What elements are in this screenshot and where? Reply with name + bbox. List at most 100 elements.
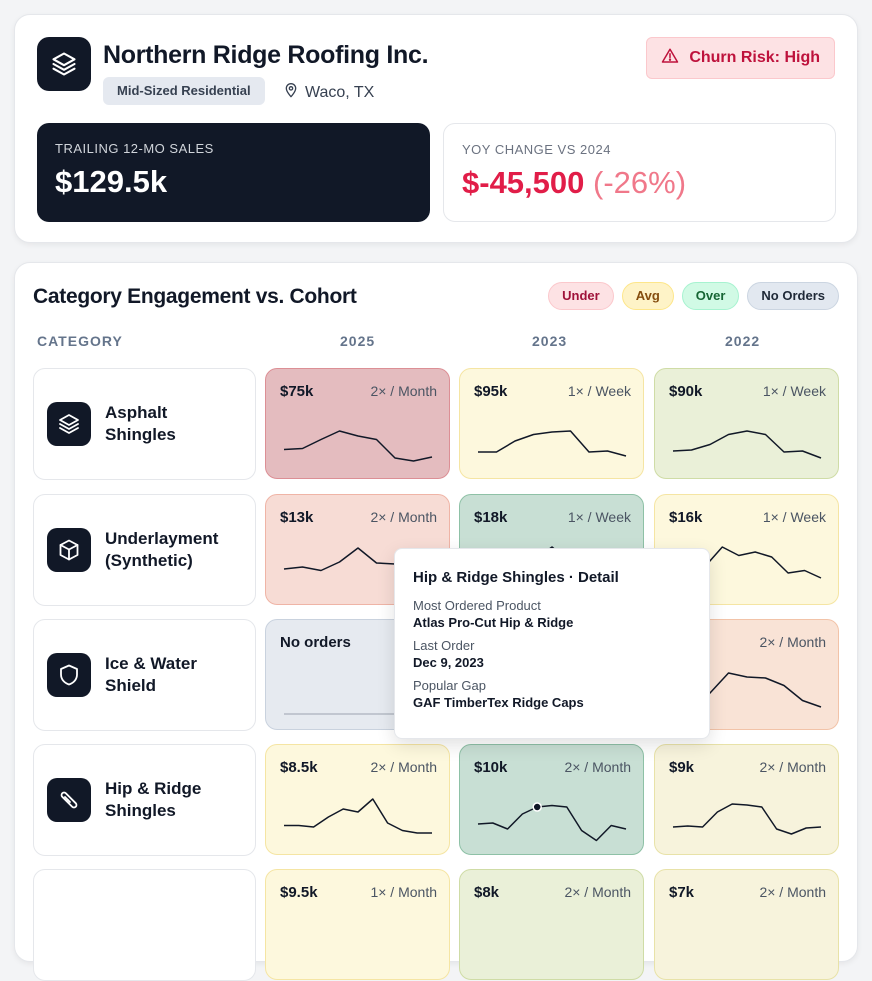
cell-frequency: 2× / Month: [564, 759, 631, 775]
cell-frequency: 2× / Month: [759, 759, 826, 775]
legend-avg[interactable]: Avg: [621, 282, 674, 310]
category-label: Underlayment (Synthetic): [105, 528, 218, 572]
tooltip-gap-label: Popular Gap: [413, 678, 486, 693]
alert-triangle-icon: [661, 47, 679, 70]
yoy-change-label: YOY CHANGE VS 2024: [462, 142, 611, 157]
cell-amount: $75k: [280, 383, 314, 400]
category-row-5[interactable]: [33, 869, 256, 981]
column-header-category: CATEGORY: [37, 333, 123, 349]
cell-amount: $95k: [474, 383, 508, 400]
ttm-sales-label: TRAILING 12-MO SALES: [55, 141, 214, 156]
sparkline-path: [477, 804, 627, 842]
category-label: Ice & Water Shield: [105, 653, 197, 697]
legend-over[interactable]: Over: [681, 282, 740, 310]
matrix-title: Category Engagement vs. Cohort: [33, 285, 357, 308]
cell-amount: $18k: [474, 509, 508, 526]
company-name: Northern Ridge Roofing Inc.: [103, 41, 429, 69]
layers-icon: [37, 37, 91, 91]
sparkline-hover-point: [532, 802, 542, 812]
cell-frequency: 2× / Month: [564, 884, 631, 900]
account-header-card: Northern Ridge Roofing Inc. Mid-Sized Re…: [14, 14, 858, 243]
category-label: Hip & Ridge Shingles: [105, 778, 201, 822]
category-engagement-card: Category Engagement vs. Cohort Under Avg…: [14, 262, 858, 981]
engagement-cell[interactable]: $8k 2× / Month: [459, 869, 644, 980]
shield-icon: [47, 653, 91, 697]
cell-frequency: 2× / Month: [759, 634, 826, 650]
cell-amount: $9.5k: [280, 884, 318, 901]
cell-frequency: 2× / Month: [370, 759, 437, 775]
category-label-line2: (Synthetic): [105, 551, 193, 570]
engagement-cell[interactable]: $95k 1× / Week: [459, 368, 644, 479]
cell-frequency: 1× / Week: [762, 383, 826, 399]
sparkline: [284, 798, 432, 834]
sparkline: [280, 906, 436, 976]
tooltip-most-ordered-label: Most Ordered Product: [413, 598, 541, 613]
column-header-year-1: 2025: [340, 333, 376, 349]
tooltip-most-ordered-value: Atlas Pro-Cut Hip & Ridge: [413, 615, 574, 630]
detail-tooltip: Hip & Ridge Shingles · Detail Most Order…: [394, 548, 710, 739]
cell-amount: $10k: [474, 759, 508, 776]
engagement-cell[interactable]: $9.5k 1× / Month: [265, 869, 450, 980]
cell-amount: $7k: [669, 884, 695, 901]
location: Waco, TX: [283, 81, 374, 104]
layers-icon: [47, 402, 91, 446]
yoy-change-kpi: YOY CHANGE VS 2024 $-45,500 (-26%): [443, 123, 836, 222]
ttm-sales-kpi: TRAILING 12-MO SALES $129.5k: [37, 123, 430, 222]
category-label-line2: Shield: [105, 676, 157, 695]
category-label: Asphalt Shingles: [105, 402, 176, 446]
category-label-line2: Shingles: [105, 425, 176, 444]
sparkline-path: [284, 798, 432, 834]
category-row-1[interactable]: Asphalt Shingles: [33, 368, 256, 480]
tooltip-gap-value: GAF TimberTex Ridge Caps: [413, 695, 584, 710]
category-row-2[interactable]: Underlayment (Synthetic): [33, 494, 256, 606]
category-row-3[interactable]: Ice & Water Shield: [33, 619, 256, 731]
sparkline: [474, 906, 630, 976]
cell-amount: $90k: [669, 383, 703, 400]
sparkline: [478, 430, 627, 457]
churn-risk-badge[interactable]: Churn Risk: High: [646, 37, 835, 79]
ttm-sales-value: $129.5k: [55, 164, 168, 199]
category-label-line1: Asphalt: [105, 403, 168, 422]
engagement-cell[interactable]: $9k 2× / Month: [654, 744, 839, 855]
cell-frequency: 2× / Month: [370, 509, 437, 525]
engagement-cell[interactable]: $7k 2× / Month: [654, 869, 839, 980]
churn-risk-label: Churn Risk: High: [689, 49, 820, 66]
cell-frequency: 2× / Month: [370, 383, 437, 399]
yoy-change-pct: (-26%): [593, 165, 687, 200]
sparkline: [669, 906, 825, 976]
sparkline-path: [283, 430, 433, 462]
cell-amount: $13k: [280, 509, 314, 526]
cell-amount: $16k: [669, 509, 703, 526]
cell-frequency: 1× / Week: [762, 509, 826, 525]
cell-amount: $8k: [474, 884, 500, 901]
tooltip-last-order-value: Dec 9, 2023: [413, 655, 484, 670]
cell-frequency: 1× / Week: [567, 383, 631, 399]
engagement-cell[interactable]: $10k 2× / Month: [459, 744, 644, 855]
category-row-4[interactable]: Hip & Ridge Shingles: [33, 744, 256, 856]
cell-frequency: 2× / Month: [759, 884, 826, 900]
engagement-cell[interactable]: $75k 2× / Month: [265, 368, 450, 479]
category-label-line1: Hip & Ridge: [105, 779, 202, 798]
segment-badge: Mid-Sized Residential: [103, 77, 265, 105]
cell-amount: No orders: [280, 634, 351, 651]
cell-amount: $8.5k: [280, 759, 318, 776]
sparkline: [477, 802, 627, 842]
engagement-cell[interactable]: $90k 1× / Week: [654, 368, 839, 479]
category-label-line1: Ice & Water: [105, 654, 197, 673]
sparkline: [672, 430, 822, 459]
legend: Under Avg Over No Orders: [548, 282, 839, 310]
tooltip-title: Hip & Ridge Shingles · Detail: [413, 569, 619, 586]
sparkline-path: [478, 430, 627, 457]
cell-frequency: 1× / Week: [567, 509, 631, 525]
yoy-change-value: $-45,500: [462, 165, 585, 200]
category-label-line1: Underlayment: [105, 529, 219, 548]
nail-icon: [47, 778, 91, 822]
engagement-cell[interactable]: $8.5k 2× / Month: [265, 744, 450, 855]
legend-under[interactable]: Under: [548, 282, 614, 310]
sparkline-path: [672, 430, 822, 459]
map-pin-icon: [283, 81, 299, 104]
sparkline-path: [672, 803, 822, 835]
legend-no-orders[interactable]: No Orders: [747, 282, 839, 310]
location-text: Waco, TX: [305, 83, 375, 101]
tooltip-last-order-label: Last Order: [413, 638, 475, 653]
